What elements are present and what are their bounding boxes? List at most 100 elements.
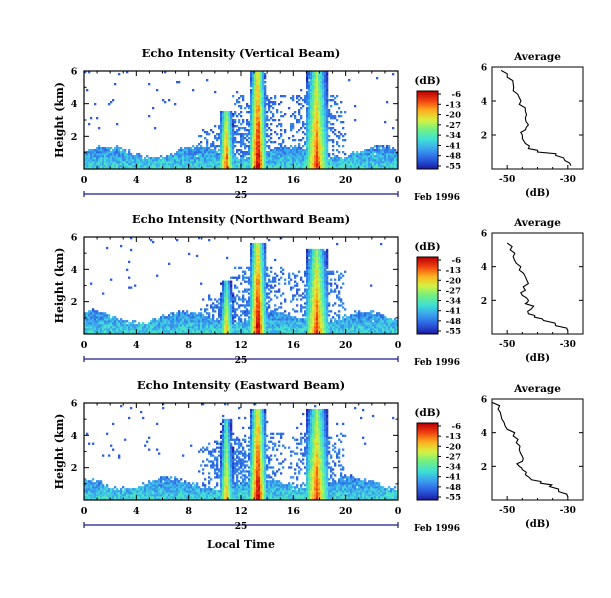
heatmap-cells [84,237,399,335]
heatmap-cells [84,71,399,170]
colorbar-segment [417,163,438,166]
colorbar-tick-label: -27 [446,452,461,462]
colorbar-segment [417,96,438,100]
date-label: Feb 1996 [414,358,460,368]
profile-x-tick-label: -50 [499,506,515,516]
colorbar-segment [417,432,438,435]
colorbar-segment [417,312,438,316]
colorbar-segment [417,308,438,312]
profile-title: Average [513,51,561,63]
x-tick-label: 16 [287,175,301,186]
colorbar-segment [417,120,438,123]
colorbar-segment [417,307,438,310]
colorbar-segment [417,473,438,476]
colorbar-segment [417,318,438,321]
colorbar-segment [417,428,438,432]
colorbar-segment [417,446,438,449]
x-tick-label: 16 [287,340,301,351]
colorbar-segment [417,474,438,478]
colorbar-segment [417,291,438,294]
colorbar-segment [417,131,438,135]
colorbar-segment [417,310,438,314]
y-axis-label: Height (km) [53,414,66,490]
x-tick-label: 0 [395,506,402,517]
colorbar-segment [417,471,438,474]
colorbar-segment [417,147,438,150]
profile-title: Average [513,383,561,395]
x-axis-label: Local Time [207,538,275,551]
colorbar-segment [417,440,438,443]
x-tick-label: 20 [339,175,353,186]
profile-xlabel: (dB) [525,353,550,364]
y-tick-label: 4 [71,99,78,110]
x-tick-label: 20 [339,340,353,351]
colorbar-tick-label: -34 [446,131,461,141]
colorbar-tick-label: -6 [452,256,462,266]
colorbar-frame [416,256,439,335]
colorbar-segment [417,102,438,106]
colorbar-segment [417,469,438,472]
colorbar-tick-label: -20 [446,442,461,452]
colorbar-segment [417,299,438,302]
profile-frame [491,66,584,170]
colorbar-segment [417,264,438,268]
profile-x-tick-label: -30 [560,175,576,185]
colorbar-segment [417,324,438,327]
colorbar-segment [417,116,438,119]
colorbar-segment [417,258,438,262]
colorbar-segment [417,153,438,156]
colorbar-tick-label: -6 [452,90,462,100]
colorbar-segment [417,112,438,115]
colorbar-unit: (dB) [414,407,440,419]
colorbar-segment [417,141,438,145]
colorbar-segment [417,314,438,318]
colorbar-segment [417,283,438,287]
colorbar-segment [417,486,438,489]
profile-x-tick-label: -50 [499,340,515,350]
x-tick-label: 0 [81,506,88,517]
colorbar-segment [417,262,438,266]
colorbar-segment [417,453,438,457]
x-tick-label: 0 [395,175,402,186]
profile-title: Average [513,217,561,229]
profile-y-tick-label: 4 [481,98,487,108]
colorbar-segment [417,122,438,125]
colorbar-segment [417,303,438,306]
colorbar-segment [417,274,438,277]
colorbar-segment [417,98,438,102]
colorbar-tick-label: -55 [446,327,461,337]
colorbar-segment [417,451,438,455]
colorbar-segment [417,330,438,333]
colorbar-segment [417,155,438,158]
y-tick-label: 6 [71,67,78,78]
colorbar-segment [417,287,438,291]
colorbar-segment [417,430,438,434]
colorbar-segment [417,114,438,117]
colorbar-segment [417,280,438,283]
profile-y-tick-label: 4 [481,263,487,273]
colorbar-segment [417,423,438,426]
colorbar-tick-label: -55 [446,162,461,172]
profile-xlabel: (dB) [525,188,550,199]
panel-title: Echo Intensity (Eastward Beam) [137,378,345,392]
x-tick-label: 12 [234,175,247,186]
colorbar-segment [417,449,438,453]
colorbar-segment [417,478,438,482]
colorbar-segment [417,161,438,164]
colorbar-segment [417,436,438,439]
profile-frame [491,232,584,335]
day-label: 25 [235,522,248,532]
colorbar-segment [417,165,438,168]
colorbar-tick-label: -48 [446,483,461,493]
colorbar-segment [417,270,438,273]
colorbar-segment [417,332,438,335]
colorbar-segment [417,126,438,129]
colorbar-segment [417,455,438,459]
colorbar-segment [417,496,438,499]
colorbar-segment [417,459,438,462]
colorbar-tick-label: -27 [446,286,461,296]
y-tick-label: 2 [71,463,78,474]
profile-x-tick-label: -30 [560,340,576,350]
colorbar-tick-label: -20 [446,276,461,286]
